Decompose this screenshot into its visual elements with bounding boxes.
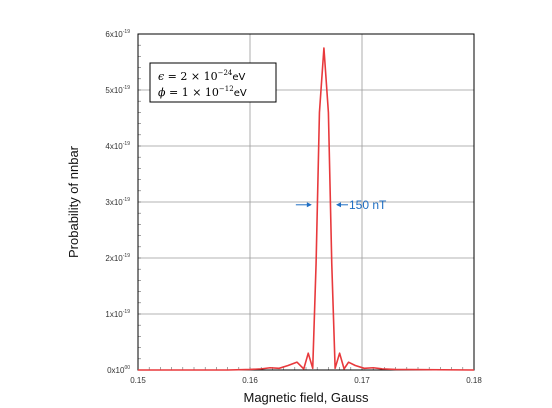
y-axis-label: Probability of nnbar	[66, 145, 81, 258]
width-annotation: 150 nT	[295, 198, 387, 212]
y-tick-label-6: 6x10-19	[105, 29, 130, 39]
legend-line-epsilon: ϵ = 2 × 10−24eV	[158, 69, 246, 83]
x-tick-label-3: 0.18	[466, 376, 482, 385]
x-ticks: 0.15 0.16 0.17 0.18	[130, 376, 482, 385]
y-tick-label-4: 4x10-19	[105, 141, 130, 151]
legend-phi-symbol: ϕ	[158, 86, 166, 99]
legend-phi-unit: eV	[234, 88, 247, 99]
y-tick-label-2: 2x10-19	[105, 253, 130, 263]
annotation-label: 150 nT	[349, 198, 387, 212]
x-axis-label: Magnetic field, Gauss	[243, 390, 369, 405]
y-tick-label-3: 3x10-19	[105, 197, 130, 207]
legend-phi-exp: −12	[219, 85, 234, 93]
x-tick-label-0: 0.15	[130, 376, 146, 385]
y-tick-label-0: 0x1000	[107, 365, 130, 375]
plot-frame	[137, 33, 475, 371]
legend-box	[149, 62, 277, 103]
y-tick-label-1: 1x10-19	[105, 309, 130, 319]
legend-line-phi: ϕ = 1 × 10−12eV	[158, 85, 247, 99]
legend-epsilon-value: = 2 × 10	[164, 70, 217, 83]
annotation-arrowhead-left	[306, 202, 312, 208]
legend-epsilon-symbol: ϵ	[158, 70, 164, 83]
annotation-arrowhead-right	[336, 202, 341, 208]
x-tick-label-2: 0.17	[354, 376, 370, 385]
legend-epsilon-unit: eV	[232, 72, 245, 83]
series-layer	[138, 47, 475, 371]
legend-phi-value: = 1 × 10	[166, 86, 219, 99]
legend-epsilon-exp: −24	[218, 69, 233, 77]
x-tick-label-1: 0.16	[242, 376, 258, 385]
series-line-0	[138, 47, 475, 371]
y-tick-label-5: 5x10-19	[105, 85, 130, 95]
y-ticks: 0x1000 1x10-19 2x10-19 3x10-19 4x10-19 5x10-1…	[105, 29, 130, 375]
legend: ϵ = 2 × 10−24eV ϕ = 1 × 10−12eV	[149, 62, 277, 103]
